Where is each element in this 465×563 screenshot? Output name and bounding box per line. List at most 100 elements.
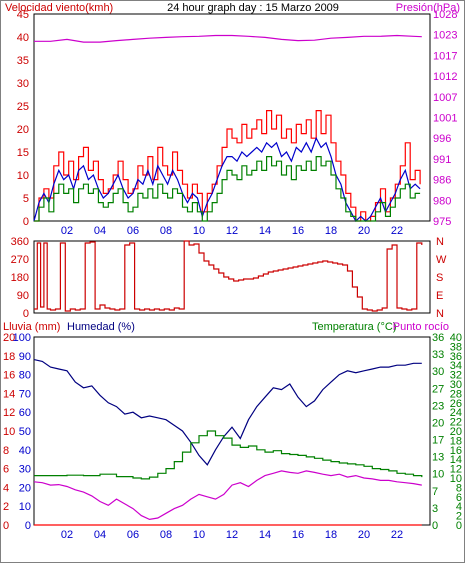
dewpoint-label: Punto rocío: [393, 321, 449, 333]
temperature-label: Temperatura (°C): [312, 321, 396, 333]
dewpoint-axis-tick: 33: [432, 349, 444, 361]
rain-label: Lluvia (mm): [3, 321, 60, 333]
pressure-axis-tick: 991: [433, 154, 451, 166]
humidity-axis-tick: 70: [19, 388, 31, 400]
temperature-axis-tick: 10: [450, 473, 462, 485]
time-axis-top-tick: 06: [127, 225, 139, 237]
time-axis-bottom-tick: 18: [325, 529, 337, 541]
time-axis-bottom-tick: 06: [127, 529, 139, 541]
humidity-axis-tick: 20: [19, 482, 31, 494]
pressure-axis-tick: 975: [433, 216, 451, 228]
time-axis-bottom-tick: 22: [391, 529, 403, 541]
direction-compass-axis-tick: E: [436, 290, 443, 302]
pressure-axis-tick: 996: [433, 133, 451, 145]
dewpoint-axis-tick: 20: [432, 417, 444, 429]
temperature-axis-tick: 22: [450, 417, 462, 429]
dewpoint-line: [33, 470, 422, 521]
humidity-axis-tick: 60: [19, 407, 31, 419]
temperature-axis-tick: 32: [450, 370, 462, 382]
direction-compass-axis-tick: S: [436, 272, 443, 284]
rain-axis-tick: 14: [3, 388, 15, 400]
wind-speed-axis-tick: 5: [23, 193, 29, 205]
temperature-axis-tick: 4: [456, 501, 462, 513]
temperature-axis-tick: 28: [450, 388, 462, 400]
time-axis-bottom-tick: 04: [94, 529, 106, 541]
wind-speed-label: Velocidad viento(kmh): [5, 2, 113, 14]
wind-speed-axis-tick: 45: [17, 9, 29, 21]
rain-axis-tick: 2: [3, 501, 9, 513]
pressure-axis-tick: 986: [433, 175, 451, 187]
pressure-axis-tick: 1001: [433, 113, 457, 125]
direction-compass-axis-tick: N: [436, 236, 444, 248]
wind-speed-axis-tick: 30: [17, 78, 29, 90]
wind-pressure-frame: [33, 13, 431, 222]
dewpoint-axis-tick: 23: [432, 400, 444, 412]
humidity-label: Humedad (%): [67, 321, 135, 333]
time-axis-top-tick: 18: [325, 225, 337, 237]
pressure-axis-tick: 1007: [433, 92, 457, 104]
time-axis-bottom-tick: 02: [61, 529, 73, 541]
temperature-axis-tick: 6: [456, 492, 462, 504]
humidity-axis-tick: 90: [19, 351, 31, 363]
time-axis-top: 02 04 06 08 10 12 14 16 18 20 22: [61, 225, 403, 237]
time-axis-top-tick: 10: [193, 225, 205, 237]
time-axis-top-tick: 20: [358, 225, 370, 237]
direction-line: [34, 240, 423, 312]
dewpoint-axis-tick: 17: [432, 435, 444, 447]
humidity-axis: 0 10 20 30 40 50 60 70 80 90 100: [13, 332, 31, 532]
temperature-axis-tick: 8: [456, 482, 462, 494]
time-axis-top-tick: 14: [259, 225, 271, 237]
humidity-temperature-series: [33, 359, 423, 526]
dewpoint-axis: 0 3 7 10 13 17 20 23 27 30 33 36: [432, 332, 444, 532]
time-axis-top-tick: 08: [160, 225, 172, 237]
humidity-axis-tick: 0: [25, 520, 31, 532]
wind-speed-axis-tick: 0: [23, 216, 29, 228]
rain-axis-tick: 8: [3, 445, 9, 457]
temperature-axis-tick: 38: [450, 341, 462, 353]
wind-direction-frame: [33, 240, 431, 314]
dewpoint-axis-tick: 27: [432, 383, 444, 395]
time-axis-top-tick: 04: [94, 225, 106, 237]
rain-axis-tick: 16: [3, 370, 15, 382]
rain-axis-tick: 10: [3, 426, 15, 438]
wind-pressure-series: [33, 34, 422, 222]
time-axis-top-tick: 22: [391, 225, 403, 237]
humidity-axis-tick: 30: [19, 464, 31, 476]
wind-speed-axis: 0 5 10 15 20 25 30 35 40 45: [17, 9, 29, 228]
direction-degrees-axis-tick: 270: [11, 254, 29, 266]
time-axis-top-tick: 16: [292, 225, 304, 237]
pressure-axis: 975 980 986 991 996 1001 1007 1012 1017 1023 1028: [433, 9, 457, 228]
temperature-axis-tick: 24: [450, 407, 462, 419]
pressure-axis-tick: 1017: [433, 50, 457, 62]
dewpoint-axis-tick: 7: [432, 486, 438, 498]
wind-speed-axis-tick: 40: [17, 32, 29, 44]
dewpoint-axis-tick: 3: [432, 503, 438, 515]
dewpoint-axis-tick: 13: [432, 452, 444, 464]
direction-degrees-axis: 0 90 180 270 360: [11, 236, 29, 320]
humidity-axis-tick: 50: [19, 426, 31, 438]
pressure-line: [34, 34, 422, 43]
humidity-axis-tick: 100: [13, 332, 31, 344]
temperature-axis-tick: 12: [450, 464, 462, 476]
temperature-axis-tick: 0: [456, 520, 462, 532]
rain-axis-tick: 6: [3, 464, 9, 476]
wind-speed-axis-tick: 20: [17, 124, 29, 136]
wind-speed-axis-tick: 10: [17, 170, 29, 182]
rain-axis-tick: 0: [3, 520, 9, 532]
dewpoint-axis-tick: 10: [432, 469, 444, 481]
temperature-axis-tick: 36: [450, 351, 462, 363]
rain-axis-tick: 4: [3, 482, 9, 494]
time-axis-bottom-tick: 12: [226, 529, 238, 541]
time-axis-bottom-tick: 16: [292, 529, 304, 541]
dewpoint-axis-tick: 30: [432, 366, 444, 378]
wind-speed-axis-tick: 25: [17, 101, 29, 113]
temperature-axis-tick: 30: [450, 379, 462, 391]
temperature-axis-tick: 16: [450, 445, 462, 457]
temperature-axis-tick: 18: [450, 435, 462, 447]
time-axis-bottom-tick: 10: [193, 529, 205, 541]
direction-degrees-axis-tick: 0: [23, 308, 29, 320]
